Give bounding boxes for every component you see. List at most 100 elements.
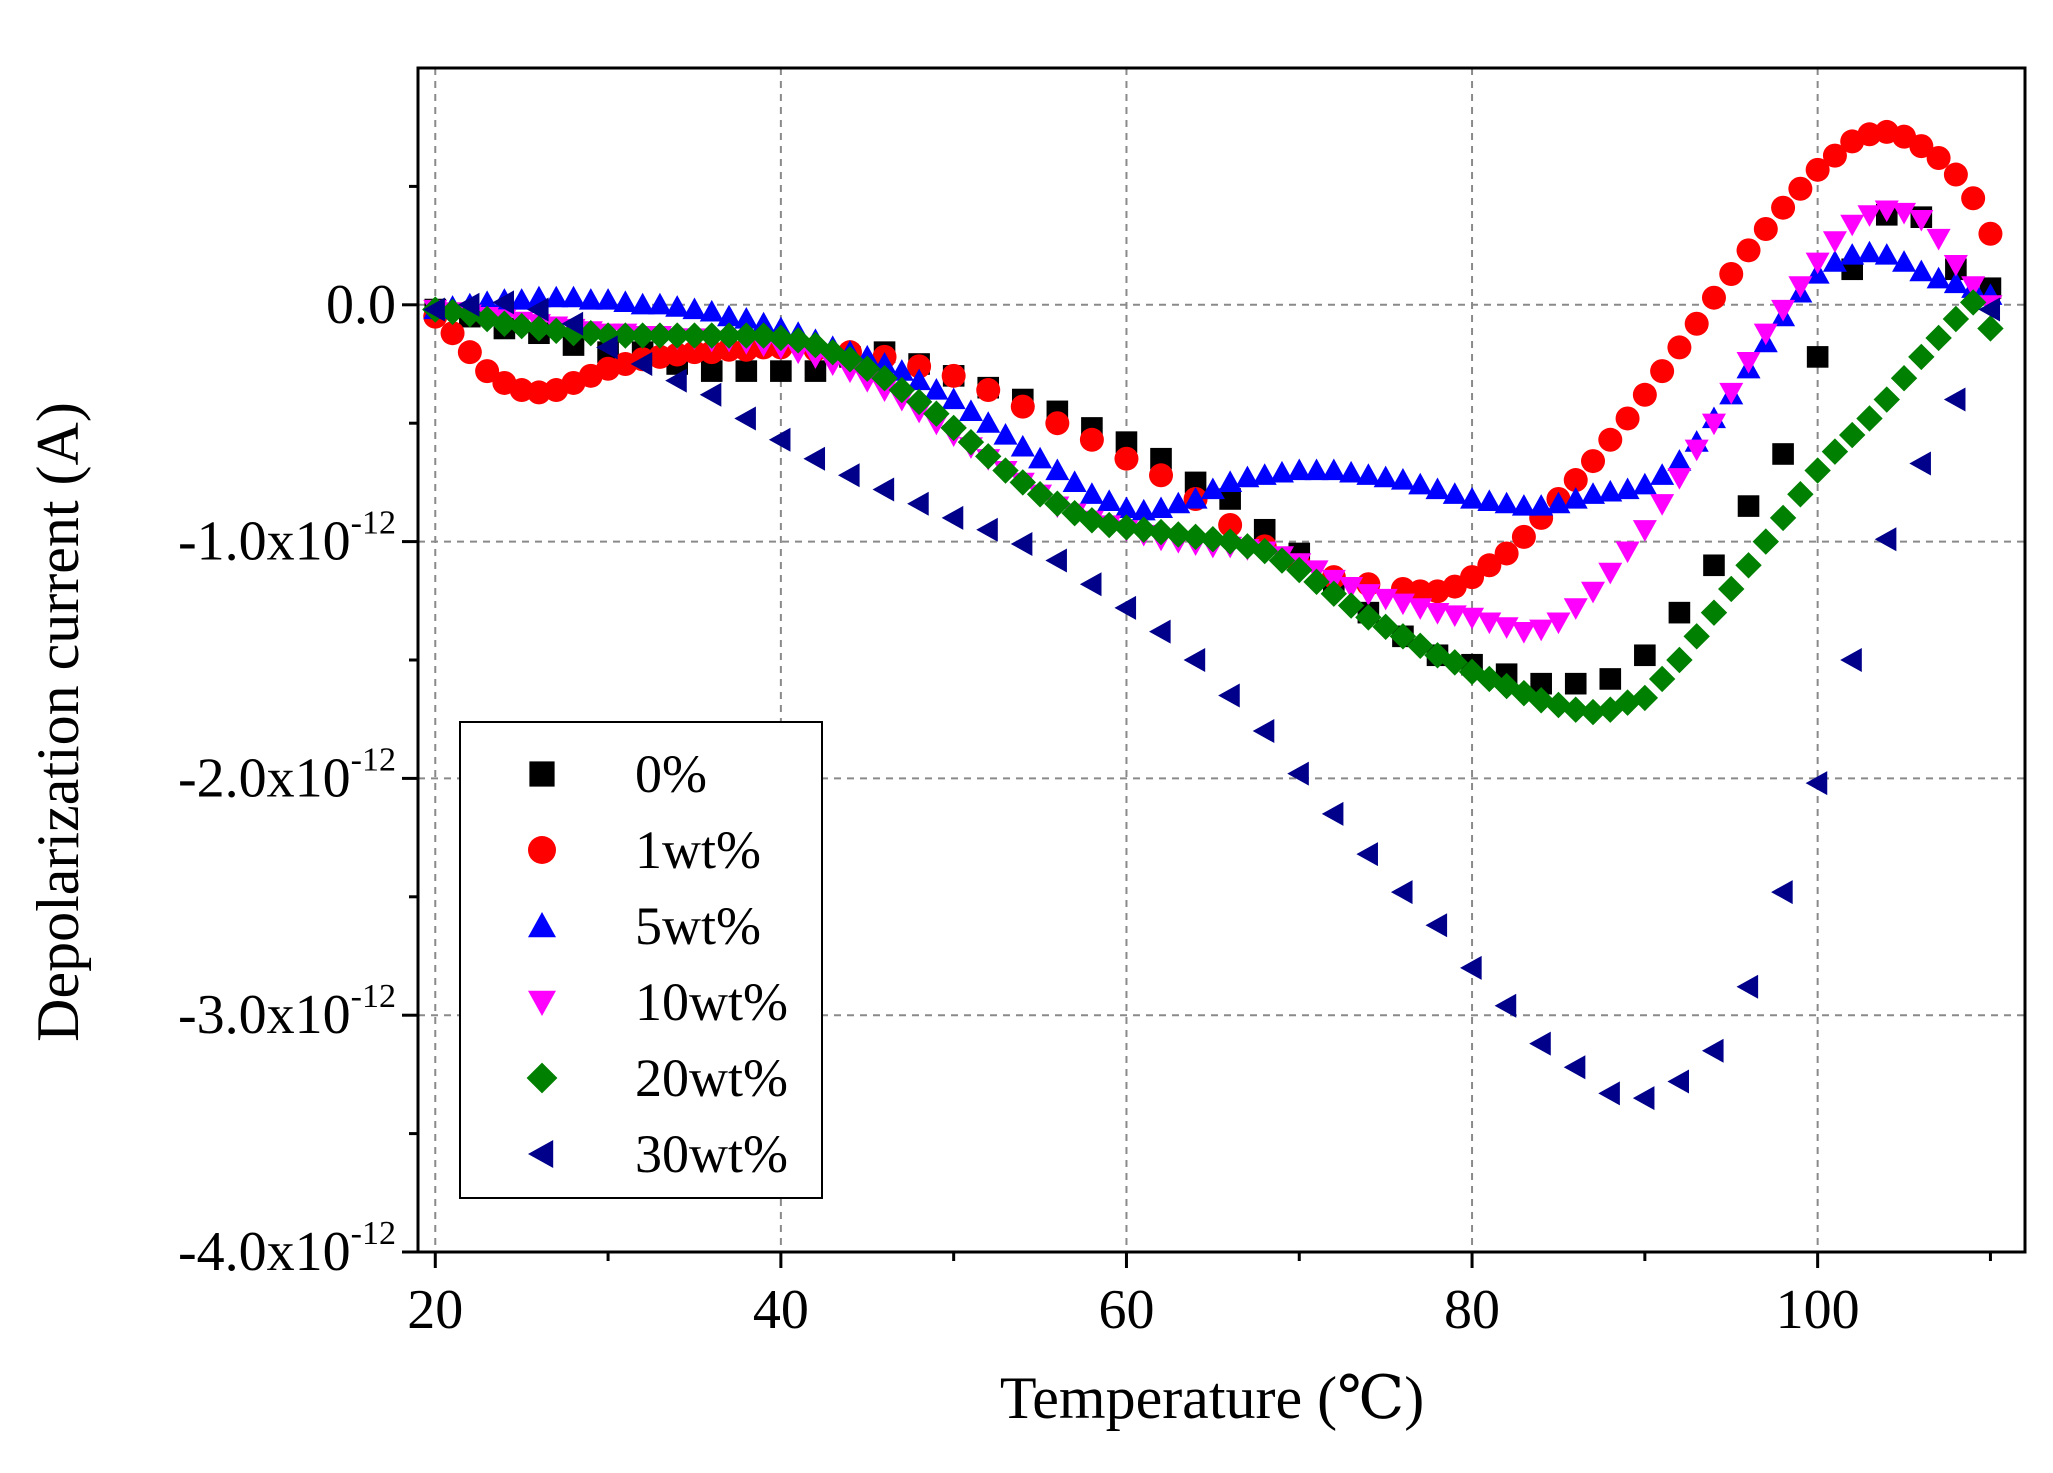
data-point <box>1926 266 1951 289</box>
data-point <box>1787 481 1814 508</box>
data-point <box>1668 601 1691 624</box>
data-point <box>525 315 553 342</box>
data-point <box>647 292 672 315</box>
data-point <box>1458 658 1486 686</box>
data-point <box>1978 221 2003 246</box>
data-point <box>1632 472 1657 495</box>
data-point <box>1408 472 1433 495</box>
data-point <box>1234 533 1261 560</box>
data-point <box>907 491 929 516</box>
data-point <box>1563 598 1588 620</box>
data-point <box>1873 386 1900 413</box>
x-tick-label: 20 <box>407 1279 463 1341</box>
data-point <box>1527 687 1555 714</box>
data-point <box>1943 254 1968 277</box>
x-tick-label: 40 <box>753 1279 809 1341</box>
y-axis-title: Depolarization current (A) <box>25 402 91 1042</box>
data-point <box>1441 649 1468 676</box>
data-point <box>1579 698 1607 726</box>
data-point <box>596 335 618 360</box>
data-point <box>1131 498 1156 521</box>
data-point <box>1874 243 1899 265</box>
data-point <box>837 463 860 488</box>
data-point <box>663 322 691 349</box>
data-point <box>509 288 534 310</box>
data-point <box>612 322 639 349</box>
data-point <box>1943 387 1966 412</box>
data-point <box>699 299 724 322</box>
data-point <box>1892 202 1917 225</box>
data-point <box>924 378 949 400</box>
data-point <box>717 304 742 327</box>
data-point <box>1737 495 1760 517</box>
data-point <box>770 360 792 382</box>
legend: 0% 1wt% 5wt% 10wt% 20wt% 30wt% <box>459 721 823 1199</box>
data-point <box>1460 565 1485 590</box>
legend-marker <box>528 990 556 1016</box>
data-point <box>1460 486 1485 509</box>
data-point <box>1408 579 1433 604</box>
data-point <box>1788 276 1813 298</box>
data-point <box>1632 382 1657 407</box>
data-point <box>1252 463 1277 485</box>
data-point <box>1753 217 1778 242</box>
data-point <box>1684 439 1709 462</box>
data-point <box>594 322 622 349</box>
data-point <box>993 423 1018 445</box>
data-point <box>1667 449 1692 471</box>
data-point <box>1926 228 1951 251</box>
y-tick-label: -1.0x10-12 <box>178 505 396 573</box>
data-point <box>1805 252 1830 275</box>
data-point <box>1563 468 1588 493</box>
data-point <box>1372 613 1399 641</box>
data-point <box>1251 537 1278 565</box>
data-point <box>1909 209 1934 232</box>
data-point <box>940 414 967 442</box>
data-point <box>492 290 514 315</box>
data-point <box>1130 516 1157 543</box>
data-point <box>1010 434 1035 457</box>
legend-label: 30wt% <box>635 1124 788 1184</box>
data-point <box>1511 494 1536 516</box>
data-point <box>475 290 500 313</box>
legend-box <box>459 721 823 1199</box>
data-point <box>715 322 743 349</box>
data-point <box>905 388 933 416</box>
data-point <box>976 411 1001 433</box>
data-point <box>1563 1055 1586 1080</box>
data-point <box>1529 619 1554 642</box>
x-tick-label: 80 <box>1444 1279 1500 1341</box>
data-point <box>1026 481 1054 508</box>
data-point <box>1978 297 2001 322</box>
data-point <box>665 295 690 317</box>
axes: 20 40 60 80 100 0.0 -1.0x10-12 -2.0x10-12 -3.0x1… <box>178 66 2027 1341</box>
data-point <box>1320 580 1348 607</box>
data-point <box>941 387 966 410</box>
data-point <box>1822 250 1847 272</box>
data-point <box>1097 489 1122 511</box>
data-point <box>1321 458 1346 481</box>
legend-label: 1wt% <box>635 820 761 880</box>
data-point <box>1909 134 1934 159</box>
legend-marker <box>529 761 555 787</box>
data-point <box>1407 632 1434 659</box>
data-point <box>1857 205 1882 227</box>
data-point <box>1442 482 1467 504</box>
data-point <box>1634 644 1656 667</box>
data-point <box>1044 490 1071 517</box>
data-point <box>1856 405 1883 432</box>
data-point <box>1010 394 1035 419</box>
data-point <box>1631 684 1659 712</box>
data-point <box>802 331 829 359</box>
data-point <box>1892 250 1917 272</box>
data-point <box>1114 446 1139 471</box>
data-point <box>1253 518 1276 541</box>
data-point <box>665 368 687 393</box>
data-point <box>992 457 1019 484</box>
data-point <box>698 322 725 349</box>
data-point <box>1943 162 1968 187</box>
data-point <box>1304 458 1329 481</box>
data-point <box>975 443 1002 470</box>
x-tick-label: 60 <box>1098 1279 1154 1341</box>
data-point <box>1424 642 1451 669</box>
